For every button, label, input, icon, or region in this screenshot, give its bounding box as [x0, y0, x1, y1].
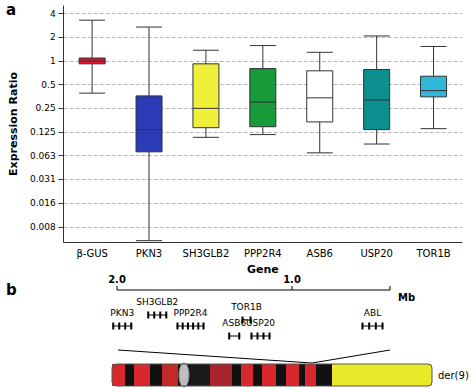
svg-text:Mb: Mb	[398, 292, 415, 303]
svg-text:2.0: 2.0	[108, 274, 126, 285]
svg-text:0.25: 0.25	[36, 103, 56, 113]
svg-text:PKN3: PKN3	[110, 308, 134, 318]
svg-text:4: 4	[50, 9, 56, 19]
svg-text:TOR1B: TOR1B	[415, 248, 450, 259]
svg-text:1: 1	[50, 56, 56, 66]
svg-text:USP20: USP20	[246, 318, 275, 328]
svg-text:1.0: 1.0	[283, 274, 301, 285]
svg-text:a: a	[6, 1, 16, 19]
svg-text:0.031: 0.031	[30, 174, 56, 184]
svg-text:0.008: 0.008	[30, 222, 56, 232]
svg-text:0.125: 0.125	[30, 127, 56, 137]
svg-text:Gene: Gene	[247, 263, 279, 276]
svg-text:ABL: ABL	[364, 308, 381, 318]
svg-text:PPP2R4: PPP2R4	[174, 308, 208, 318]
svg-text:0.063: 0.063	[30, 151, 56, 161]
svg-text:PPP2R4: PPP2R4	[244, 248, 282, 259]
svg-text:Expression Ratio: Expression Ratio	[7, 72, 20, 176]
svg-text:ASB6: ASB6	[307, 248, 333, 259]
svg-text:PKN3: PKN3	[136, 248, 162, 259]
svg-text:USP20: USP20	[360, 248, 392, 259]
svg-text:ASB6: ASB6	[222, 318, 247, 328]
svg-text:2: 2	[50, 32, 56, 42]
svg-text:SH3GLB2: SH3GLB2	[183, 248, 230, 259]
svg-text:0.5: 0.5	[41, 80, 55, 90]
svg-text:β-GUS: β-GUS	[76, 248, 107, 259]
svg-text:0.016: 0.016	[30, 198, 56, 208]
svg-text:TOR1B: TOR1B	[230, 302, 262, 312]
svg-text:b: b	[6, 281, 17, 299]
svg-text:SH3GLB2: SH3GLB2	[136, 297, 178, 307]
svg-text:der(9): der(9)	[438, 370, 469, 381]
